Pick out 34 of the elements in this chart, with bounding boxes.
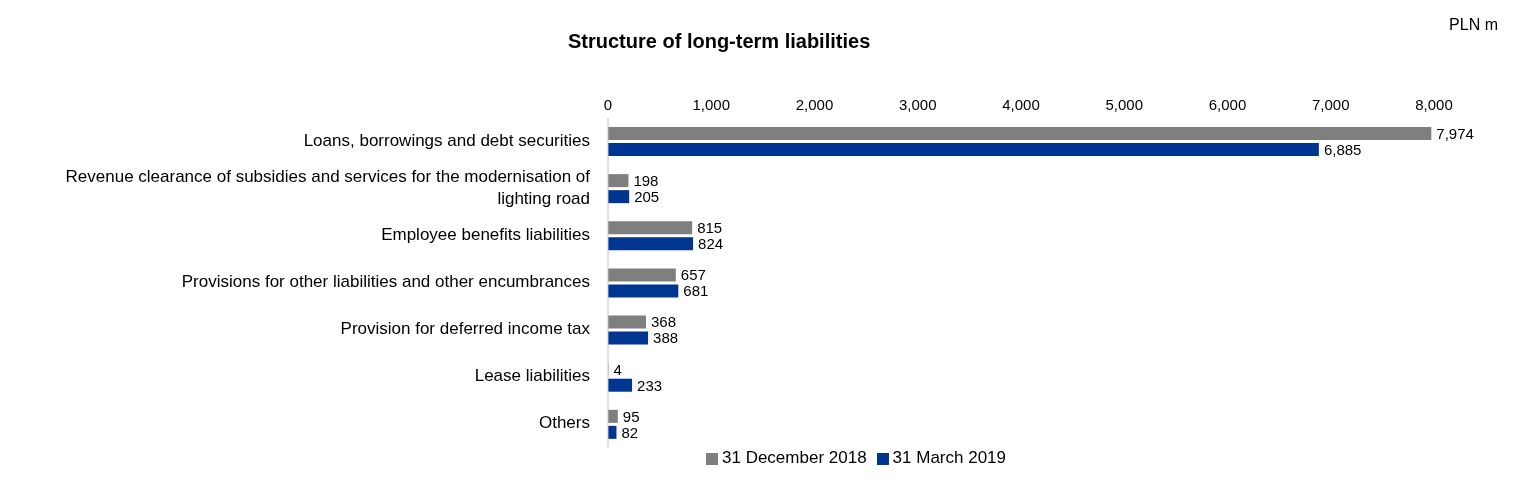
legend-label: 31 March 2019 (892, 448, 1006, 467)
data-label: 388 (653, 329, 679, 347)
x-tick-label: 8,000 (1415, 96, 1453, 113)
chart-title: Structure of long-term liabilities (568, 30, 871, 53)
data-label: 657 (680, 266, 706, 284)
x-tick-label: 4,000 (1002, 96, 1040, 113)
data-label: 824 (698, 235, 724, 253)
x-tick-label: 7,000 (1311, 96, 1350, 113)
y-tick-label: Provision for deferred income tax (340, 319, 591, 339)
data-label: 7,974 (1436, 124, 1474, 142)
data-label: 82 (621, 423, 639, 441)
data-label: 4 (613, 360, 622, 378)
legend-label: 31 December 2018 (722, 448, 867, 467)
data-label: 815 (697, 219, 723, 237)
x-tick-label: 2,000 (795, 96, 834, 113)
data-label: 6,885 (1323, 140, 1362, 158)
y-tick-label: Lease liabilities (474, 366, 590, 386)
y-tick-label: Loans, borrowings and debt securities (303, 131, 590, 151)
text: PLN m (1449, 16, 1498, 34)
x-tick-label: 0 (603, 96, 613, 113)
data-label: 198 (633, 171, 659, 189)
data-label: 95 (622, 407, 640, 425)
y-tick-label: Employee benefits liabilities (381, 225, 590, 245)
data-label: 205 (634, 187, 660, 205)
data-label: 368 (651, 313, 677, 331)
data-label: 233 (637, 376, 663, 394)
y-tick-label: Revenue clearance of subsidies and services for the modernisation of lighting road (65, 167, 591, 209)
x-tick-label: 1,000 (692, 96, 731, 113)
y-tick-label: Others (538, 413, 590, 433)
x-tick-label: 6,000 (1208, 96, 1247, 113)
y-tick-label: Provisions for other liabilities and other encumbrances (181, 272, 590, 292)
x-tick-label: 3,000 (898, 96, 937, 113)
data-label: 681 (683, 282, 709, 300)
x-tick-label: 5,000 (1105, 96, 1144, 113)
